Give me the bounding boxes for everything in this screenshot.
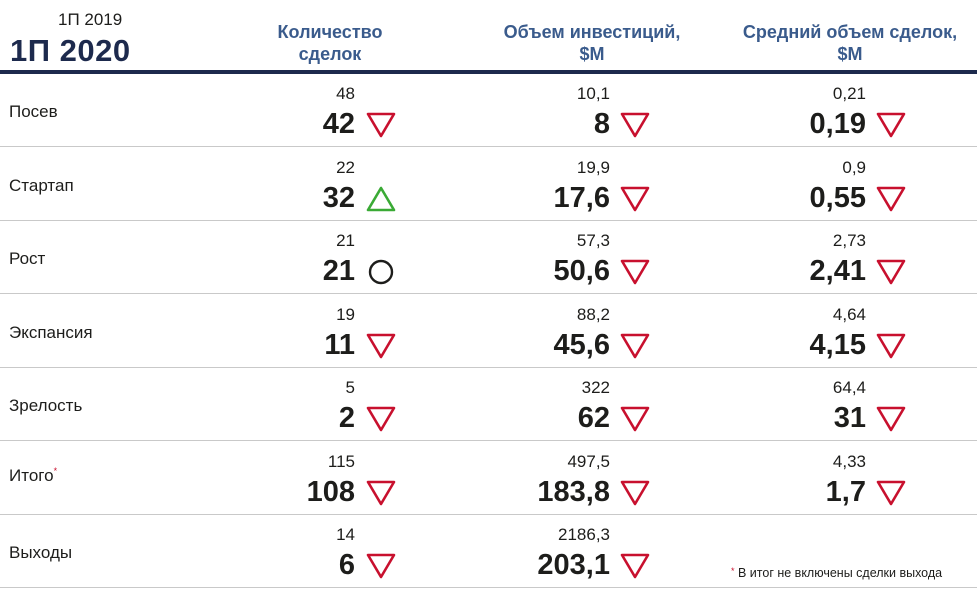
down-triangle-icon [620, 479, 652, 511]
down-triangle-icon [876, 185, 908, 217]
table-row: Посев 48 42 10,1 8 0,21 0,19 [0, 74, 977, 147]
row-label: Экспансия [9, 322, 93, 342]
deals-previous-value: 19 [336, 304, 355, 324]
column-header-average-deal: Средний объем сделок, $M [742, 22, 958, 64]
deals-current-value: 6 [338, 549, 355, 581]
down-triangle-icon [620, 111, 652, 143]
down-triangle-icon [876, 405, 908, 437]
table-row: Выходы 14 6 2186,3 203,1 [0, 515, 977, 588]
down-triangle-icon [366, 405, 398, 437]
row-divider [0, 146, 977, 147]
avg-current-value: 4,15 [809, 328, 866, 361]
deals-previous-value: 5 [345, 378, 355, 397]
down-triangle-icon [620, 332, 652, 364]
row-label: Посев [9, 102, 58, 121]
inv-current-value: 17,6 [553, 181, 610, 214]
inv-current-value: 183,8 [537, 475, 610, 508]
footnote: * В итог не включены сделки выхода [731, 566, 942, 580]
row-divider [0, 587, 977, 588]
table-header: 1П 2019 1П 2020 Количество сделок Объем … [0, 0, 977, 74]
current-period-label: 1П 2020 [10, 33, 131, 68]
row-divider [0, 513, 977, 515]
inv-current-value: 203,1 [537, 549, 610, 581]
footnote-text: В итог не включены сделки выхода [734, 566, 943, 580]
table-row: Стартап 22 32 19,9 17,6 0,9 0,55 [0, 148, 977, 221]
inv-previous-value: 57,3 [576, 231, 610, 250]
avg-previous-value: 0,9 [842, 157, 866, 177]
inv-current-value: 62 [577, 402, 610, 434]
deals-previous-value: 21 [336, 231, 355, 250]
avg-current-value: 0,19 [809, 108, 866, 140]
deals-previous-value: 14 [336, 525, 355, 544]
avg-previous-value: 2,73 [832, 231, 866, 250]
header-divider [0, 70, 977, 74]
down-triangle-icon [876, 111, 908, 143]
down-triangle-icon [620, 258, 652, 290]
inv-previous-value: 322 [581, 378, 610, 397]
inv-current-value: 50,6 [553, 255, 610, 287]
down-triangle-icon [366, 111, 398, 143]
up-triangle-icon [366, 185, 398, 217]
avg-current-value: 0,55 [809, 181, 866, 214]
column-header-deals: Количество сделок [277, 22, 383, 64]
inv-previous-value: 2186,3 [558, 525, 610, 544]
avg-current-value: 1,7 [825, 475, 866, 508]
inv-previous-value: 10,1 [576, 84, 610, 103]
avg-previous-value: 0,21 [832, 84, 866, 103]
deals-previous-value: 48 [336, 84, 355, 103]
row-label: Рост [9, 249, 46, 268]
row-divider [0, 440, 977, 441]
row-label: Итого* [9, 465, 58, 485]
down-triangle-icon [620, 185, 652, 217]
previous-period-label: 1П 2019 [58, 10, 123, 29]
row-divider [0, 219, 977, 221]
down-triangle-icon [876, 258, 908, 290]
avg-previous-value: 64,4 [832, 378, 866, 397]
table-row: Зрелость 5 2 322 62 64,4 31 [0, 368, 977, 441]
row-label: Выходы [9, 543, 73, 562]
table-row: Рост 21 21 57,3 50,6 2,73 2,41 [0, 221, 977, 294]
deals-current-value: 32 [322, 181, 355, 214]
down-triangle-icon [366, 552, 398, 584]
inv-previous-value: 497,5 [567, 451, 610, 471]
row-label-footnote-star: * [53, 465, 58, 476]
deals-current-value: 21 [322, 255, 355, 287]
inv-previous-value: 19,9 [576, 157, 610, 177]
footnote-star: * [731, 566, 735, 576]
row-divider [0, 293, 977, 294]
circle-icon [366, 258, 398, 290]
avg-previous-value: 4,33 [832, 451, 866, 471]
deals-previous-value: 22 [336, 157, 355, 177]
table-row: Экспансия 19 11 88,2 45,6 4,64 4,15 [0, 295, 977, 368]
deals-current-value: 108 [306, 475, 355, 508]
avg-current-value: 2,41 [809, 255, 866, 287]
inv-current-value: 45,6 [553, 328, 610, 361]
inv-current-value: 8 [593, 108, 610, 140]
down-triangle-icon [366, 332, 398, 364]
down-triangle-icon [876, 332, 908, 364]
row-label: Зрелость [9, 396, 83, 415]
table-row: Итого* 115 108 497,5 183,8 4,33 1,7 [0, 442, 977, 515]
column-header-investment: Объем инвестиций, $M [503, 22, 681, 64]
inv-previous-value: 88,2 [576, 304, 610, 324]
deals-previous-value: 115 [327, 451, 355, 471]
deals-current-value: 11 [324, 328, 355, 361]
avg-current-value: 31 [833, 402, 866, 434]
deals-current-value: 42 [322, 108, 355, 140]
down-triangle-icon [366, 479, 398, 511]
row-label: Стартап [9, 175, 74, 195]
deals-current-value: 2 [338, 402, 355, 434]
down-triangle-icon [620, 552, 652, 584]
down-triangle-icon [876, 479, 908, 511]
avg-previous-value: 4,64 [832, 304, 866, 324]
row-divider [0, 366, 977, 368]
down-triangle-icon [620, 405, 652, 437]
